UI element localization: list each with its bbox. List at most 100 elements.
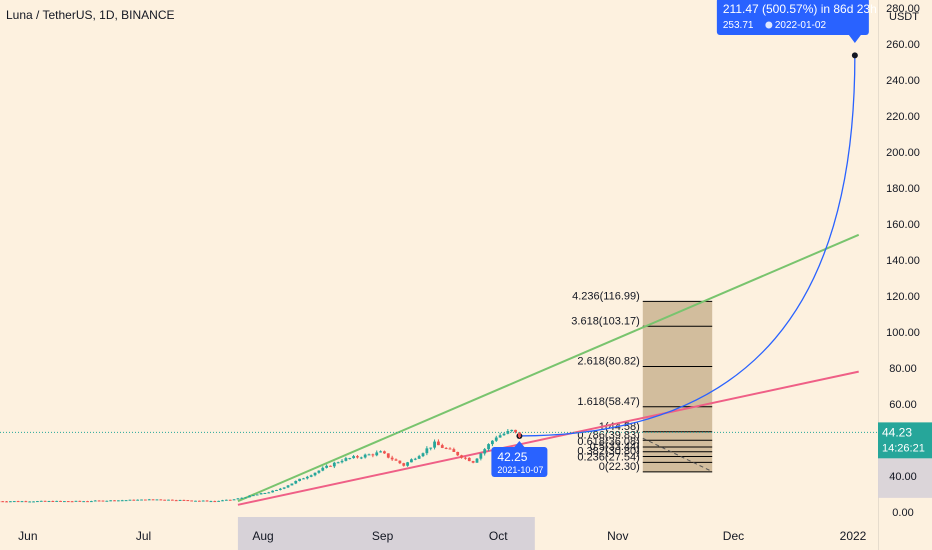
- candle-body: [332, 462, 336, 467]
- x-axis-label-2022: 2022: [840, 529, 867, 543]
- candle-body: [394, 459, 398, 461]
- candle-body: [170, 499, 174, 501]
- trendline-2[interactable]: [237, 370, 859, 506]
- candle-body: [124, 500, 128, 502]
- candle-body: [240, 497, 244, 499]
- candle-body: [248, 495, 251, 498]
- candle-body: [429, 447, 433, 449]
- candle-body: [483, 449, 487, 454]
- projection-curve[interactable]: [519, 55, 856, 437]
- candle-body: [359, 457, 363, 459]
- y-axis-tick: 120.00: [886, 291, 920, 303]
- candle-body: [136, 499, 140, 501]
- candle-body: [209, 501, 213, 503]
- candle-body: [132, 499, 136, 501]
- projection-target-label: 253.71: [723, 20, 754, 31]
- candle-body: [9, 501, 12, 503]
- candle-body: [116, 500, 120, 502]
- candle-body: [221, 500, 224, 502]
- candle-body: [471, 461, 475, 463]
- candle-body: [305, 476, 309, 479]
- projection-change-label: 211.47 (500.57%) in 86d 23h: [723, 2, 877, 16]
- fib-level-label-0.236: 0.236(27.54): [577, 451, 639, 463]
- candle-body: [344, 458, 348, 461]
- candle-body: [309, 475, 313, 477]
- candle-body: [491, 440, 494, 445]
- fib-level-label-0.618: 0.618(36.08): [577, 436, 639, 448]
- candle-body: [43, 500, 47, 502]
- fib-extension-box[interactable]: [642, 301, 713, 472]
- trendline-1[interactable]: [237, 233, 860, 503]
- candle-body: [464, 457, 467, 459]
- candle-body: [487, 444, 490, 450]
- candle-body: [298, 478, 302, 481]
- candle-body: [329, 465, 332, 467]
- projection-end-point[interactable]: [851, 52, 858, 59]
- candle-body: [367, 454, 371, 456]
- fib-level-label-2.618: 2.618(80.82): [577, 356, 639, 368]
- candle-body: [24, 501, 28, 503]
- candle-body: [101, 500, 105, 502]
- candle-body: [375, 452, 379, 456]
- candle-body: [186, 500, 190, 502]
- candle-body: [363, 454, 367, 458]
- candle-body: [278, 488, 282, 490]
- projection-label-box[interactable]: [716, 0, 869, 35]
- candle-body: [336, 462, 340, 464]
- candle-body: [398, 460, 402, 464]
- y-axis-tick: 80.00: [889, 363, 917, 375]
- candle-body: [1, 501, 5, 503]
- y-axis-tick: 260.00: [886, 39, 920, 51]
- y-axis-tick: 60.00: [889, 399, 917, 411]
- start-label-box[interactable]: [491, 447, 548, 477]
- candle-body: [325, 465, 329, 468]
- projection-label-pointer: [848, 35, 861, 43]
- y-axis-tick: 240.00: [886, 75, 920, 87]
- candle-body: [475, 458, 479, 463]
- candle-body: [39, 500, 43, 502]
- candle-body: [174, 500, 178, 502]
- candle-body: [66, 501, 70, 503]
- y-axis-tick-overlay: 40.00: [889, 471, 917, 483]
- y-axis-currency: USDT: [889, 11, 919, 23]
- candle-body: [128, 499, 132, 501]
- start-price-label: 42.25: [497, 450, 527, 464]
- candle-body: [147, 499, 151, 501]
- x-axis-label-jun: Jun: [18, 529, 37, 543]
- candle-body: [502, 433, 506, 436]
- candle-body: [36, 501, 39, 503]
- fib-level-label-0.5: 0.5(33.44): [590, 441, 640, 453]
- candle-body: [228, 499, 232, 501]
- candle-body: [74, 500, 78, 502]
- x-axis-label-nov: Nov: [607, 529, 628, 543]
- candle-body: [163, 499, 167, 501]
- projection-date-label: 2022-01-02: [775, 20, 827, 31]
- candle-body: [286, 485, 290, 488]
- fib-level-label-0: 0(22.30): [599, 461, 640, 473]
- candle-body: [47, 501, 51, 503]
- candle-body: [113, 500, 116, 502]
- candle-body: [448, 448, 452, 450]
- y-axis-tick: 140.00: [886, 255, 920, 267]
- candle-body: [205, 500, 209, 502]
- candle-body: [417, 456, 421, 459]
- candle-body: [390, 457, 394, 460]
- candle-body: [402, 463, 406, 466]
- x-axis-label-jul: Jul: [136, 529, 151, 543]
- candle-body: [437, 441, 440, 446]
- candle-body: [244, 497, 248, 499]
- candle-body: [224, 499, 228, 501]
- candle-body: [63, 501, 66, 503]
- candle-body: [356, 456, 359, 458]
- fib-level-label-1.618: 1.618(58.47): [577, 396, 639, 408]
- candle-body: [290, 483, 294, 486]
- candle-body: [514, 429, 517, 433]
- last-price-value: 44.23: [882, 425, 912, 439]
- candle-body: [371, 454, 375, 456]
- candle-body: [55, 500, 59, 502]
- candle-body: [232, 499, 236, 501]
- candle-body: [155, 499, 159, 501]
- candle-body: [255, 494, 259, 496]
- last-price-badge[interactable]: [878, 422, 932, 459]
